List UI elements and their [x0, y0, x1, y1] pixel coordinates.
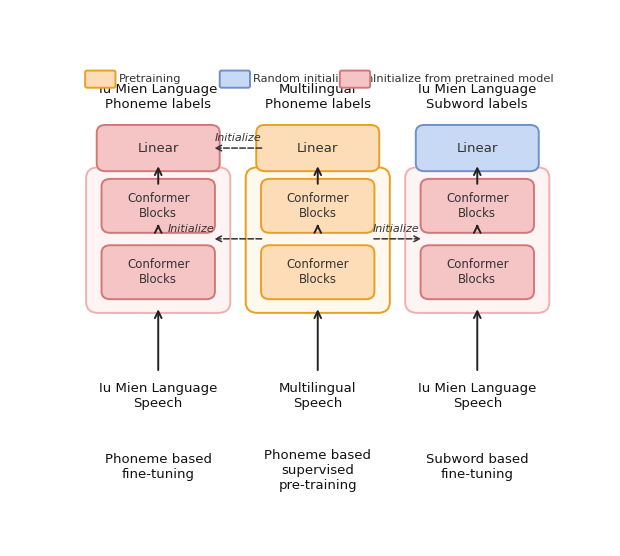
Text: Initialize: Initialize — [215, 133, 262, 143]
Text: Linear: Linear — [297, 142, 339, 155]
Text: Initialize: Initialize — [167, 224, 215, 234]
FancyBboxPatch shape — [256, 125, 379, 171]
Text: Iu Mien Language
Subword labels: Iu Mien Language Subword labels — [418, 83, 536, 111]
FancyBboxPatch shape — [261, 245, 374, 299]
Text: Pretraining: Pretraining — [119, 74, 181, 84]
Text: Conformer
Blocks: Conformer Blocks — [446, 258, 508, 286]
FancyBboxPatch shape — [420, 179, 534, 233]
FancyBboxPatch shape — [405, 167, 549, 313]
Text: Phoneme based
fine-tuning: Phoneme based fine-tuning — [105, 453, 211, 481]
Text: Iu Mien Language
Speech: Iu Mien Language Speech — [99, 383, 218, 410]
FancyBboxPatch shape — [86, 167, 230, 313]
Text: Subword based
fine-tuning: Subword based fine-tuning — [426, 453, 529, 481]
Text: Conformer
Blocks: Conformer Blocks — [286, 192, 349, 220]
FancyBboxPatch shape — [97, 125, 219, 171]
Text: Linear: Linear — [456, 142, 498, 155]
FancyBboxPatch shape — [246, 167, 390, 313]
FancyBboxPatch shape — [85, 71, 115, 88]
Text: Multilingual
Speech: Multilingual Speech — [279, 383, 356, 410]
FancyBboxPatch shape — [416, 125, 539, 171]
Text: Phoneme based
supervised
pre-training: Phoneme based supervised pre-training — [264, 449, 371, 492]
Text: Initialize from pretrained model: Initialize from pretrained model — [373, 74, 554, 84]
Text: Conformer
Blocks: Conformer Blocks — [446, 192, 508, 220]
Text: Conformer
Blocks: Conformer Blocks — [286, 258, 349, 286]
FancyBboxPatch shape — [102, 245, 215, 299]
FancyBboxPatch shape — [420, 245, 534, 299]
FancyBboxPatch shape — [219, 71, 250, 88]
Text: Initialize: Initialize — [373, 224, 420, 234]
Text: Random initialization: Random initialization — [254, 74, 374, 84]
Text: Multilingual
Phoneme labels: Multilingual Phoneme labels — [265, 83, 371, 111]
Text: Iu Mien Language
Speech: Iu Mien Language Speech — [418, 383, 536, 410]
FancyBboxPatch shape — [102, 179, 215, 233]
Text: Conformer
Blocks: Conformer Blocks — [127, 258, 190, 286]
FancyBboxPatch shape — [261, 179, 374, 233]
Text: Conformer
Blocks: Conformer Blocks — [127, 192, 190, 220]
Text: Linear: Linear — [138, 142, 179, 155]
FancyBboxPatch shape — [340, 71, 370, 88]
Text: Iu Mien Language
Phoneme labels: Iu Mien Language Phoneme labels — [99, 83, 218, 111]
